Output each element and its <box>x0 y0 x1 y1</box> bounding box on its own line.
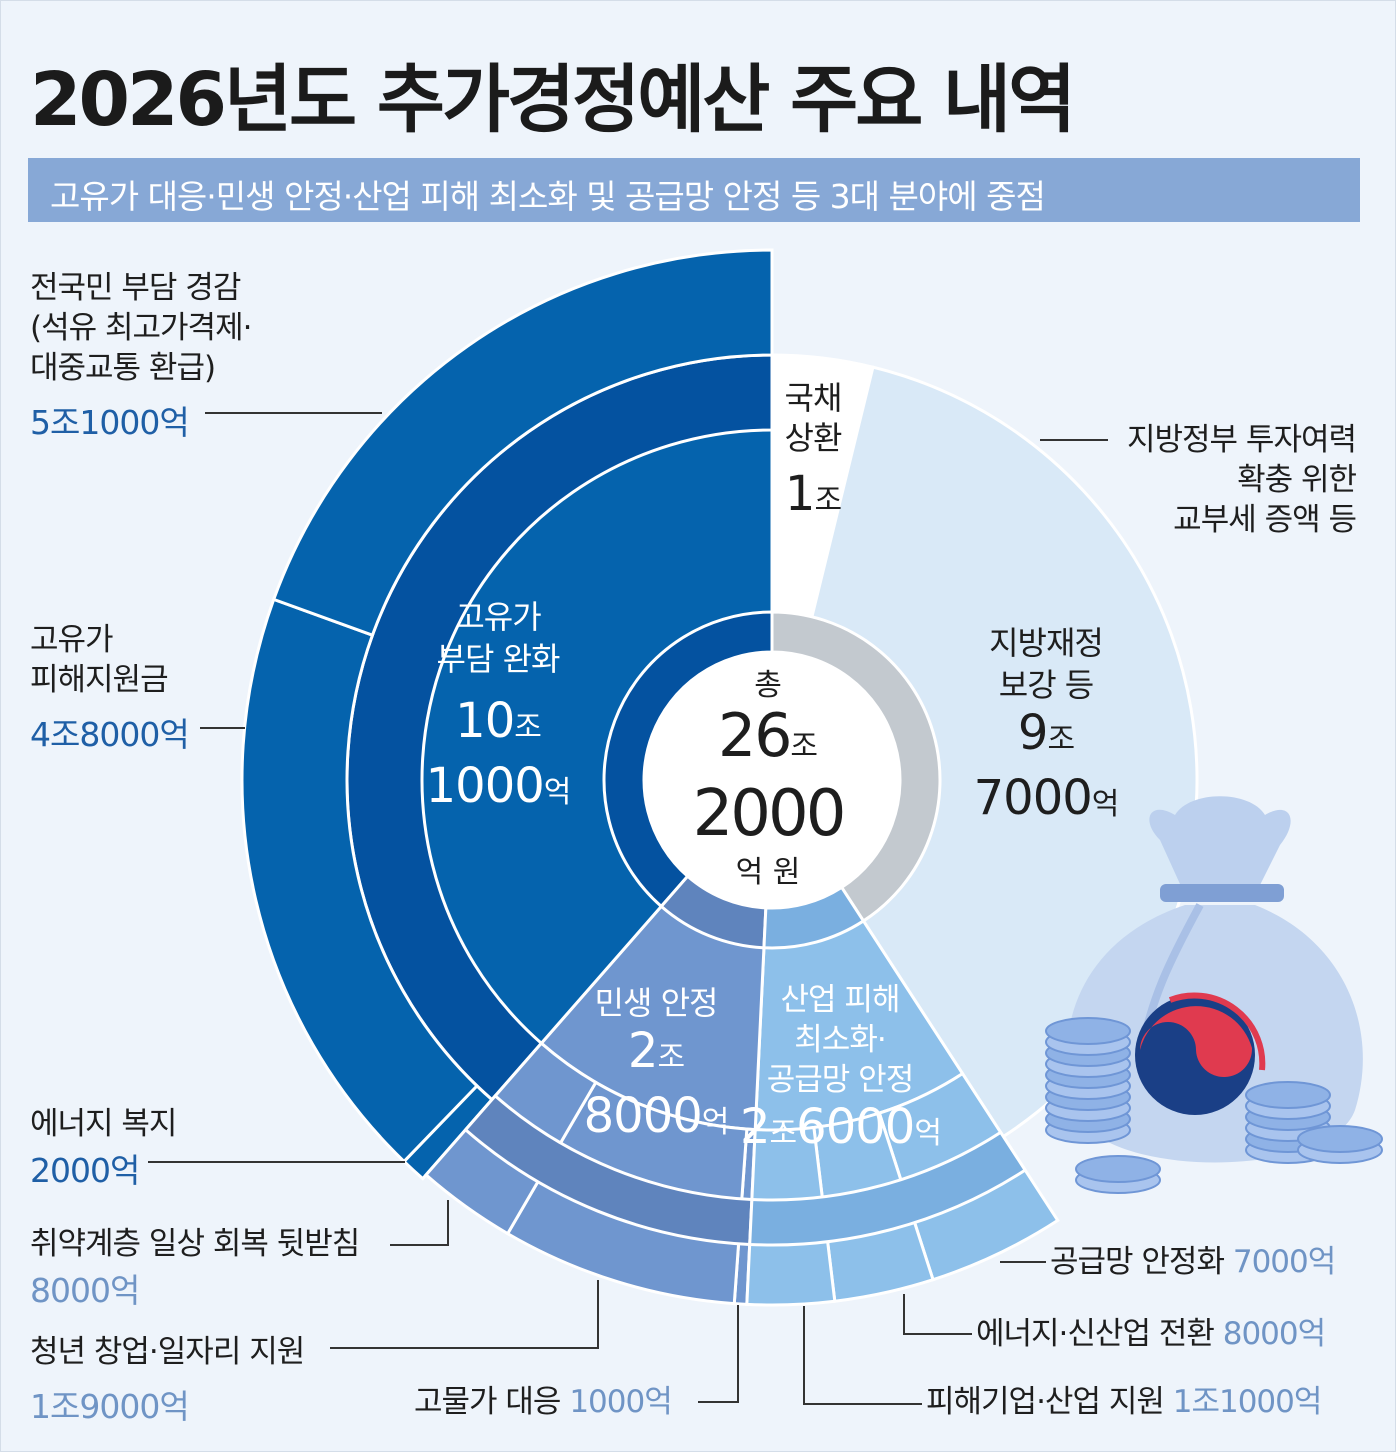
relief-line-1: 고유가 <box>30 622 114 658</box>
label-firms: 피해기업·산업 지원 1조1000억 <box>926 1382 1323 1422</box>
oil-name-2: 부담 완화 <box>436 640 561 678</box>
subtitle-banner: 고유가 대응·민생 안정·산업 피해 최소화 및 공급망 안정 등 3대 분야에… <box>28 158 1360 222</box>
label-energy-transition: 에너지·신산업 전환 8000억 <box>976 1314 1326 1354</box>
industry-mid-band <box>748 1130 1028 1247</box>
local-note-line-3: 교부세 증액 등 <box>1173 502 1357 538</box>
coin <box>1297 1125 1383 1153</box>
oil-name-1: 고유가 <box>455 598 541 636</box>
center-prefix: 총 <box>754 668 782 703</box>
label-prices: 고물가 대응 1000억 <box>414 1382 673 1422</box>
livelihood-mid-band <box>463 1093 754 1247</box>
debt-unit: 조 <box>814 483 842 518</box>
industry-name-2: 최소화· <box>794 1022 886 1058</box>
vulnerable-amount: 8000억 <box>30 1271 140 1310</box>
industry-name-3: 공급망 안정 <box>766 1062 914 1098</box>
coin-stacks-icon <box>1045 1017 1383 1194</box>
label-relief: 고유가 피해지원금 <box>30 620 169 700</box>
center-total: 총 26조 2000 억 원 <box>668 660 868 891</box>
leader-youth <box>330 1280 599 1349</box>
coin <box>1075 1155 1161 1183</box>
leader-prices <box>698 1305 739 1403</box>
energy-transition-name: 에너지·신산업 전환 <box>976 1316 1215 1352</box>
local-unit-2: 억 <box>1091 787 1120 822</box>
center-unit-1: 조 <box>790 729 818 764</box>
page-title: 2026년도 추가경정예산 주요 내역 <box>30 57 1076 143</box>
debt-name-1: 국채 <box>784 379 843 417</box>
industry-name-1: 산업 피해 <box>780 982 901 1018</box>
burden-line-3: 대중교통 환급) <box>30 350 216 386</box>
livelihood-name: 민생 안정 <box>594 984 719 1022</box>
local-note-line-2: 확충 위한 <box>1237 462 1357 498</box>
leader-energy-transition <box>903 1294 972 1335</box>
oil-unit-2: 억 <box>543 775 572 810</box>
leader-firms <box>803 1306 922 1405</box>
coin <box>1245 1081 1331 1109</box>
local-num-2: 7000 <box>973 770 1093 826</box>
prices-amount: 1000억 <box>569 1384 672 1420</box>
industry-num-1: 2 <box>740 1099 771 1155</box>
burden-line-2: (석유 최고가격제· <box>30 310 252 346</box>
segment-label-debt: 국채 상환 1조 <box>768 378 858 535</box>
label-youth: 청년 창업·일자리 지원 <box>30 1334 305 1370</box>
outer-segment-2-9 <box>271 248 774 638</box>
youth-amount: 1조9000억 <box>30 1387 190 1426</box>
livelihood-num-1: 2 <box>627 1023 659 1079</box>
supply-name: 공급망 안정화 <box>1050 1244 1225 1280</box>
oil-unit-1: 조 <box>514 710 542 745</box>
leader-vulnerable <box>390 1200 449 1246</box>
energy-transition-amount: 8000억 <box>1222 1316 1326 1352</box>
relief-amount: 4조8000억 <box>30 715 190 754</box>
debt-num: 1 <box>784 466 816 522</box>
oil-num-1: 10 <box>455 693 515 749</box>
burden-amount: 5조1000억 <box>30 403 190 442</box>
local-num-1: 9 <box>1017 705 1049 761</box>
supply-amount: 7000억 <box>1232 1244 1336 1280</box>
segment-label-industry: 산업 피해 최소화· 공급망 안정 2조6000억 <box>740 980 942 1165</box>
label-energy-welfare: 에너지 복지 <box>30 1106 177 1142</box>
energy-welfare-amount: 2000억 <box>30 1151 140 1190</box>
segment-label-local: 지방재정 보강 등 9조 7000억 <box>946 622 1146 836</box>
local-name-1: 지방재정 <box>989 624 1104 662</box>
segment-label-livelihood: 민생 안정 2조 8000억 <box>556 982 756 1154</box>
center-hole <box>644 652 900 908</box>
center-number-1: 26 <box>718 701 792 771</box>
local-unit-1: 조 <box>1047 722 1075 757</box>
label-burden: 전국민 부담 경감 (석유 최고가격제· 대중교통 환급) <box>30 268 252 388</box>
label-supply: 공급망 안정화 7000억 <box>1050 1242 1336 1282</box>
livelihood-num-2: 8000 <box>583 1088 703 1144</box>
coin <box>1045 1017 1131 1045</box>
prices-name: 고물가 대응 <box>414 1384 561 1420</box>
industry-unit-2: 억 <box>914 1116 942 1151</box>
industry-num-2: 6000 <box>796 1099 915 1155</box>
segment-label-oil: 고유가 부담 완화 10조 1000억 <box>398 596 598 824</box>
label-local-note: 지방정부 투자여력 확충 위한 교부세 증액 등 <box>1110 420 1357 540</box>
firms-name: 피해기업·산업 지원 <box>926 1384 1165 1420</box>
firms-amount: 1조1000억 <box>1172 1384 1323 1420</box>
local-note-line-1: 지방정부 투자여력 <box>1126 422 1357 458</box>
industry-unit-1: 조 <box>769 1116 798 1151</box>
debt-name-2: 상환 <box>784 419 843 457</box>
livelihood-unit-2: 억 <box>701 1105 730 1140</box>
relief-line-2: 피해지원금 <box>30 662 169 698</box>
burden-line-1: 전국민 부담 경감 <box>30 270 241 306</box>
oil-num-2: 1000 <box>425 758 545 814</box>
subtitle-text: 고유가 대응·민생 안정·산업 피해 최소화 및 공급망 안정 등 3대 분야에… <box>50 177 1046 216</box>
center-unit-2: 억 원 <box>735 855 801 890</box>
label-vulnerable: 취약계층 일상 회복 뒷받침 <box>30 1226 360 1262</box>
center-number-2: 2000 <box>692 777 847 851</box>
livelihood-unit-1: 조 <box>657 1040 685 1075</box>
local-name-2: 보강 등 <box>998 666 1095 704</box>
